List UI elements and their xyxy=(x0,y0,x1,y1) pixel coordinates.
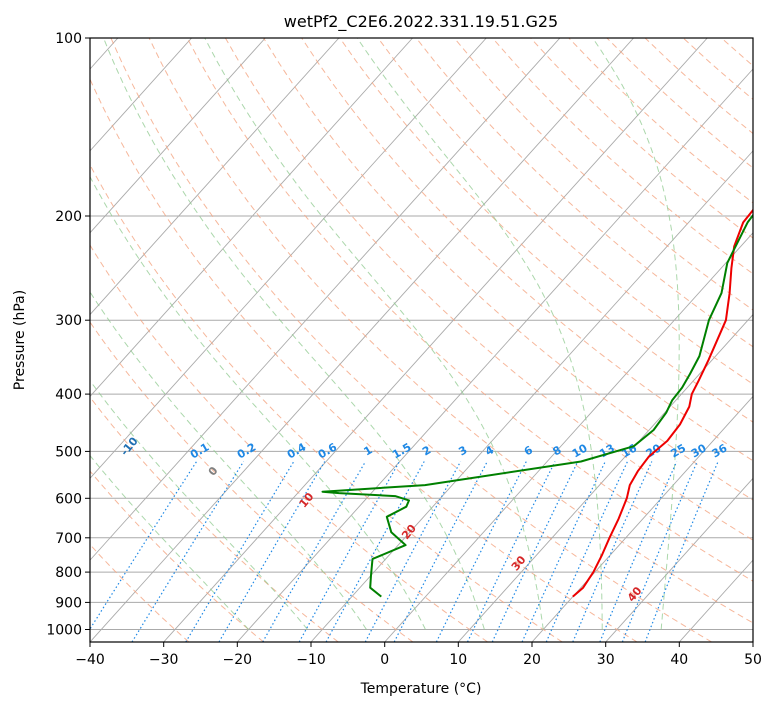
x-tick-label: 30 xyxy=(597,652,615,668)
isotherm-line xyxy=(90,38,487,480)
x-tick-label: 10 xyxy=(449,652,467,668)
dry-adiabat-line xyxy=(415,38,753,348)
mixing-ratio-line xyxy=(262,461,367,642)
x-tick-label: 20 xyxy=(523,652,541,668)
background-lines xyxy=(90,38,753,642)
moist-adiabat-line xyxy=(592,38,680,630)
mixing-ratio-line xyxy=(491,461,579,642)
x-tick-label: 0 xyxy=(380,652,389,668)
x-tick-label: −10 xyxy=(296,652,326,668)
isotherm-line xyxy=(163,38,708,642)
y-tick-label: 800 xyxy=(55,565,82,581)
isotherm-line xyxy=(384,232,753,642)
y-tick-label: 100 xyxy=(55,31,82,47)
x-tick-label: −40 xyxy=(75,652,105,668)
mixing-ratio-line xyxy=(131,461,245,642)
dry-adiabat-line xyxy=(148,38,753,624)
dewpoint-profile xyxy=(321,213,753,598)
dry-adiabat-line xyxy=(110,38,712,642)
dry-adiabat-line xyxy=(90,163,563,642)
mixing-ratio-line xyxy=(621,461,698,642)
isotherm-line xyxy=(90,38,561,561)
plot-frame xyxy=(89,37,754,643)
mixing-ratio-line xyxy=(364,461,462,642)
isotherm-line xyxy=(605,477,753,642)
mixing-ratio-line xyxy=(393,461,488,642)
mixing-ratio-line xyxy=(466,461,556,642)
x-tick-label: −20 xyxy=(223,652,253,668)
moist-adiabat-line xyxy=(356,38,603,630)
y-axis-label: Pressure (hPa) xyxy=(12,290,28,390)
x-axis-label: Temperature (°C) xyxy=(360,681,482,697)
y-tick-label: 600 xyxy=(55,491,82,507)
isotherm-line xyxy=(90,38,634,642)
y-tick-label: 500 xyxy=(55,444,82,460)
y-tick-label: 900 xyxy=(55,595,82,611)
temperature-profile xyxy=(572,208,753,598)
dry-adiabat-line xyxy=(90,321,414,642)
dry-adiabat-line xyxy=(90,244,488,642)
x-tick-label: 40 xyxy=(670,652,688,668)
y-tick-label: 300 xyxy=(55,313,82,329)
dry-adiabat-line xyxy=(90,543,190,642)
y-tick-label: 700 xyxy=(55,531,82,547)
y-tick-label: 200 xyxy=(55,209,82,225)
mixing-ratio-line xyxy=(644,461,719,642)
y-axis: 1000 900 800 700 600 500 400 300 200 100 xyxy=(46,31,90,639)
dry-adiabat-line xyxy=(453,38,753,311)
chart-title: wetPf2_C2E6.2022.331.19.51.G25 xyxy=(284,12,558,32)
mixing-ratio-line xyxy=(599,461,678,642)
x-tick-label: −30 xyxy=(149,652,179,668)
dry-adiabat-line xyxy=(90,396,339,642)
x-axis: −40 −30 −20 −10 0 10 20 30 40 50 xyxy=(75,642,762,668)
mixing-ratio-line xyxy=(521,461,606,642)
dry-adiabat-line xyxy=(90,470,264,642)
moist-adiabat-line xyxy=(90,291,367,630)
isotherm-line xyxy=(90,38,266,234)
moist-adiabat-line xyxy=(90,175,426,630)
moist-adiabat-line xyxy=(204,38,544,630)
mixing-ratio-line xyxy=(572,461,653,642)
isotherm-line xyxy=(457,313,753,642)
mixing-ratio-line xyxy=(90,461,198,631)
mixing-ratio-line xyxy=(298,461,400,642)
isotherm-line xyxy=(90,38,340,316)
isotherm-line xyxy=(90,38,192,152)
moist-adiabat-line xyxy=(90,379,308,630)
mixing-ratio-line xyxy=(545,461,629,642)
profiles xyxy=(321,208,753,598)
mixing-ratio-line xyxy=(325,461,425,642)
mixing-ratio-line xyxy=(435,461,527,642)
isotherm-line xyxy=(531,395,753,642)
y-tick-label: 1000 xyxy=(46,623,82,639)
isotherm-line xyxy=(236,68,753,642)
x-tick-label: 50 xyxy=(744,652,762,668)
y-tick-label: 400 xyxy=(55,387,82,403)
isotherm-line xyxy=(90,38,413,398)
moist-adiabat-line xyxy=(103,38,485,630)
